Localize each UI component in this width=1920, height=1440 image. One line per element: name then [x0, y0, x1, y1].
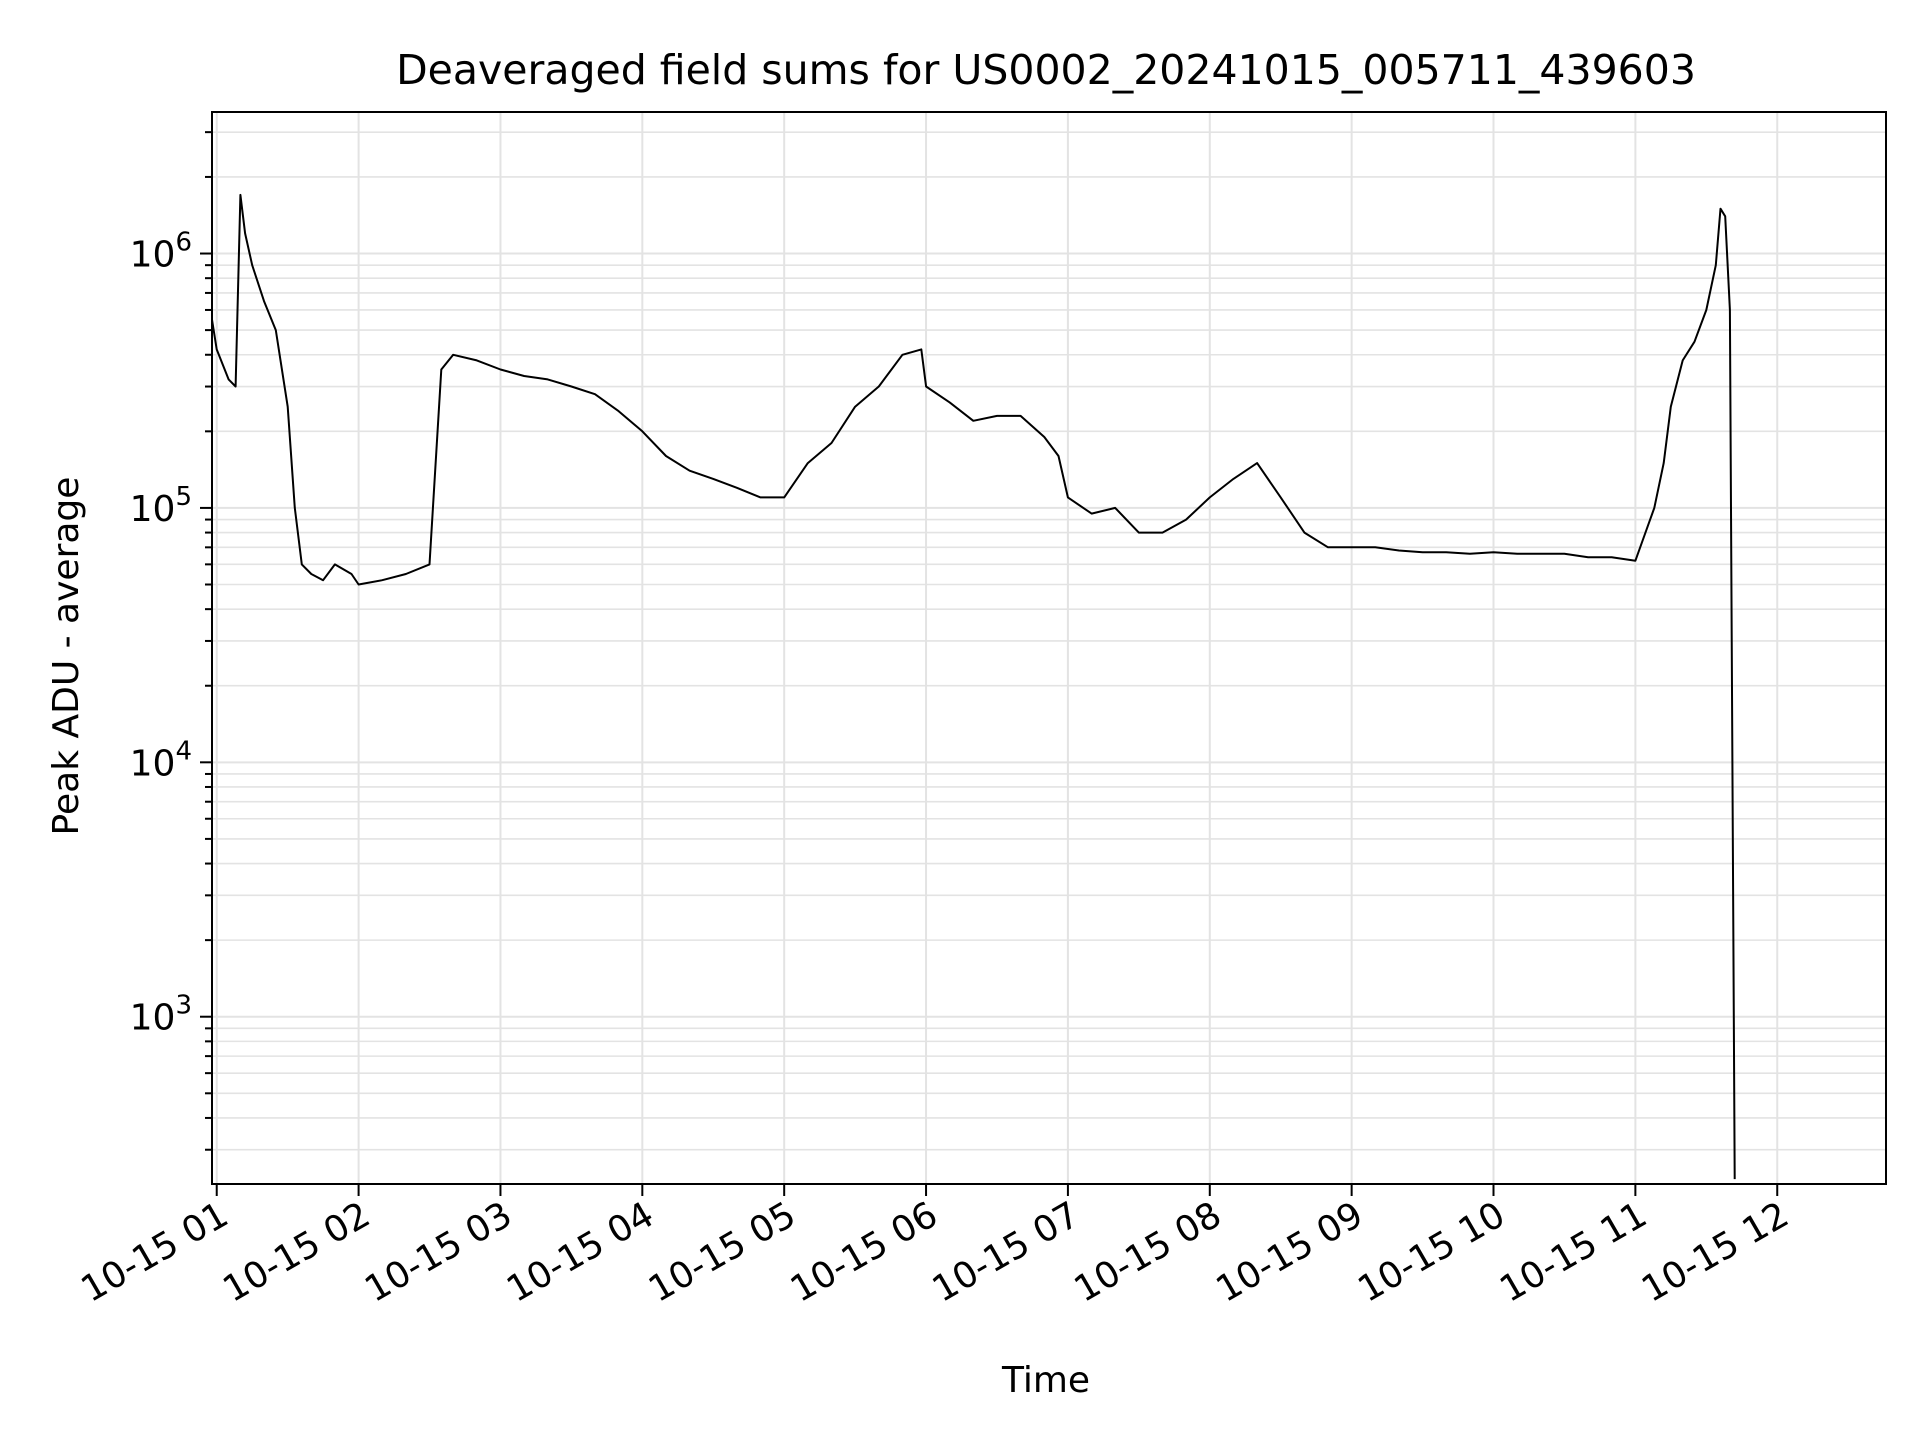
series-line [211, 193, 1736, 1180]
series-layer [211, 193, 1736, 1180]
y-tick-label-exponent: 6 [175, 228, 192, 258]
grid [212, 112, 1886, 1184]
y-tick-label-exponent: 5 [175, 482, 192, 512]
y-tick-label-base: 10 [130, 235, 176, 276]
y-tick-label: 103 [130, 991, 192, 1039]
chart-title: Deaveraged field sums for US0002_2024101… [396, 46, 1696, 94]
y-tick-label-exponent: 3 [175, 991, 192, 1021]
y-tick-label-base: 10 [130, 743, 176, 784]
y-tick-label: 105 [130, 482, 192, 530]
y-tick-label-exponent: 4 [175, 736, 192, 766]
plot-frame [211, 111, 1887, 1185]
y-tick-label: 104 [130, 736, 192, 784]
y-axis-label: Peak ADU - average [46, 477, 87, 836]
y-tick-label-base: 10 [130, 489, 176, 530]
y-tick-label-base: 10 [130, 998, 176, 1039]
x-axis-label: Time [1001, 1360, 1090, 1401]
y-tick-label: 106 [130, 228, 192, 276]
